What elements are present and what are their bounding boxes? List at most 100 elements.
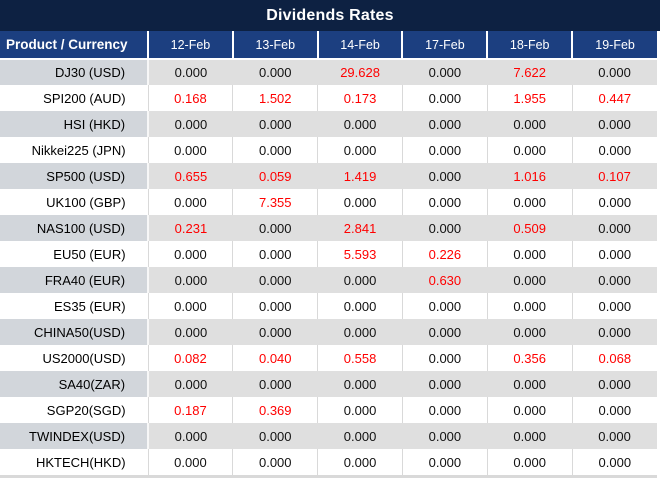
dividend-value-cell: 0.107 [572,163,657,189]
product-label: FRA40 (EUR) [0,267,150,293]
dividend-value-cell: 0.356 [486,345,573,371]
dividend-value-cell: 0.000 [317,267,403,293]
dividend-value-cell: 0.000 [571,397,657,423]
dividend-value-cell: 0.000 [571,293,657,319]
dividend-value-cell: 0.059 [232,163,318,189]
dividend-value-cell: 0.000 [317,371,403,397]
dividend-value-cell: 0.000 [232,241,318,267]
table-row: UK100 (GBP) 0.000 7.355 0.000 0.000 0.000 0.00… [0,189,657,215]
dividend-value-cell: 0.000 [572,59,657,85]
dividend-value-cell: 0.000 [486,189,573,215]
dividend-value-cell: 29.628 [317,59,403,85]
table-row: ES35 (EUR) 0.000 0.000 0.000 0.000 0.000 0.000 [0,293,657,319]
product-label: CHINA50(USD) [0,319,150,345]
dividend-value-cell: 0.000 [572,423,657,449]
dividend-value-cell: 0.168 [147,85,233,111]
date-column-header: 19-Feb [571,31,657,60]
product-label: Nikkei225 (JPN) [0,137,149,163]
dividend-value-cell: 0.082 [147,345,233,371]
dividend-value-cell: 0.000 [401,85,488,111]
product-label: HSI (HKD) [0,111,150,137]
table-row: SP500 (USD) 0.655 0.059 1.419 0.000 1.016 0.10… [0,163,657,189]
dividend-value-cell: 0.558 [317,345,403,371]
dividend-value-cell: 0.000 [572,215,657,241]
table-row: US2000(USD) 0.082 0.040 0.558 0.000 0.356 0.06… [0,345,657,371]
dividend-value-cell: 0.447 [571,85,657,111]
dividend-value-cell: 0.000 [487,371,573,397]
dividend-value-cell: 0.000 [486,397,573,423]
dividend-value-cell: 0.226 [401,241,488,267]
date-column-header: 13-Feb [231,31,318,60]
product-label: US2000(USD) [0,345,149,371]
dividend-value-cell: 0.000 [147,241,233,267]
dividend-value-cell: 0.000 [487,267,573,293]
dividend-value-cell: 0.369 [232,397,318,423]
dividend-value-cell: 0.000 [317,293,403,319]
dividend-value-cell: 5.593 [317,241,403,267]
dividend-value-cell: 0.000 [487,423,573,449]
dividend-value-cell: 0.000 [401,345,488,371]
dividend-value-cell: 0.000 [486,241,573,267]
dividend-value-cell: 0.000 [572,111,657,137]
dividend-value-cell: 0.000 [232,449,318,475]
product-label: UK100 (GBP) [0,189,149,215]
dividend-value-cell: 0.000 [148,423,233,449]
dividend-value-cell: 0.000 [571,189,657,215]
table-row: Nikkei225 (JPN) 0.000 0.000 0.000 0.000 0.000… [0,137,657,163]
table-body: DJ30 (USD) 0.000 0.000 29.628 0.000 7.622 0.00… [0,59,657,475]
dividend-value-cell: 0.000 [148,319,233,345]
dividend-value-cell: 7.622 [487,59,573,85]
table-row: TWINDEX(USD) 0.000 0.000 0.000 0.000 0.000 0.0… [0,423,657,449]
bottom-divider [0,475,657,478]
dividend-value-cell: 0.000 [487,319,573,345]
dividend-value-cell: 0.000 [317,189,403,215]
dividend-value-cell: 0.187 [147,397,233,423]
dividend-value-cell: 0.000 [486,449,573,475]
dividend-value-cell: 0.040 [232,345,318,371]
dividend-value-cell: 0.000 [232,137,318,163]
dividend-value-cell: 0.000 [402,371,488,397]
product-label: SPI200 (AUD) [0,85,149,111]
dividend-value-cell: 0.000 [317,137,403,163]
product-label: SP500 (USD) [0,163,150,189]
dividend-value-cell: 0.509 [487,215,573,241]
dividend-value-cell: 1.016 [487,163,573,189]
dividend-value-cell: 0.000 [147,449,233,475]
table-row: DJ30 (USD) 0.000 0.000 29.628 0.000 7.622 0.00… [0,59,657,85]
dividend-value-cell: 0.068 [571,345,657,371]
dividend-value-cell: 0.000 [572,267,657,293]
product-label: EU50 (EUR) [0,241,149,267]
dividend-value-cell: 0.000 [486,293,573,319]
table-row: HSI (HKD) 0.000 0.000 0.000 0.000 0.000 0.000 [0,111,657,137]
dividend-value-cell: 0.000 [317,397,403,423]
dividend-value-cell: 0.000 [232,59,318,85]
dividend-value-cell: 0.000 [401,449,488,475]
dividend-value-cell: 0.000 [401,397,488,423]
product-label: DJ30 (USD) [0,59,150,85]
table-title: Dividends Rates [0,0,660,31]
table-row: SPI200 (AUD) 0.168 1.502 0.173 0.000 1.955 0.4… [0,85,657,111]
dividend-value-cell: 0.000 [232,111,318,137]
dividend-value-cell: 0.000 [232,267,318,293]
dividend-value-cell: 0.000 [401,293,488,319]
dividend-value-cell: 0.000 [402,163,488,189]
product-label: SA40(ZAR) [0,371,150,397]
date-column-header: 18-Feb [486,31,573,60]
dividend-value-cell: 0.000 [571,241,657,267]
dividend-value-cell: 0.000 [402,59,488,85]
dividend-value-cell: 0.000 [402,215,488,241]
dividend-value-cell: 0.000 [147,293,233,319]
table-row: FRA40 (EUR) 0.000 0.000 0.000 0.630 0.000 0.00… [0,267,657,293]
product-currency-header: Product / Currency [0,31,149,60]
dividend-value-cell: 0.000 [147,137,233,163]
dividend-value-cell: 0.000 [232,293,318,319]
date-column-header: 14-Feb [316,31,403,60]
dividend-value-cell: 0.000 [317,111,403,137]
product-label: ES35 (EUR) [0,293,149,319]
product-label: HKTECH(HKD) [0,449,149,475]
table-row: NAS100 (USD) 0.231 0.000 2.841 0.000 0.509 0.0… [0,215,657,241]
product-label: SGP20(SGD) [0,397,149,423]
dividend-value-cell: 0.000 [317,319,403,345]
table-row: CHINA50(USD) 0.000 0.000 0.000 0.000 0.000 0.0… [0,319,657,345]
